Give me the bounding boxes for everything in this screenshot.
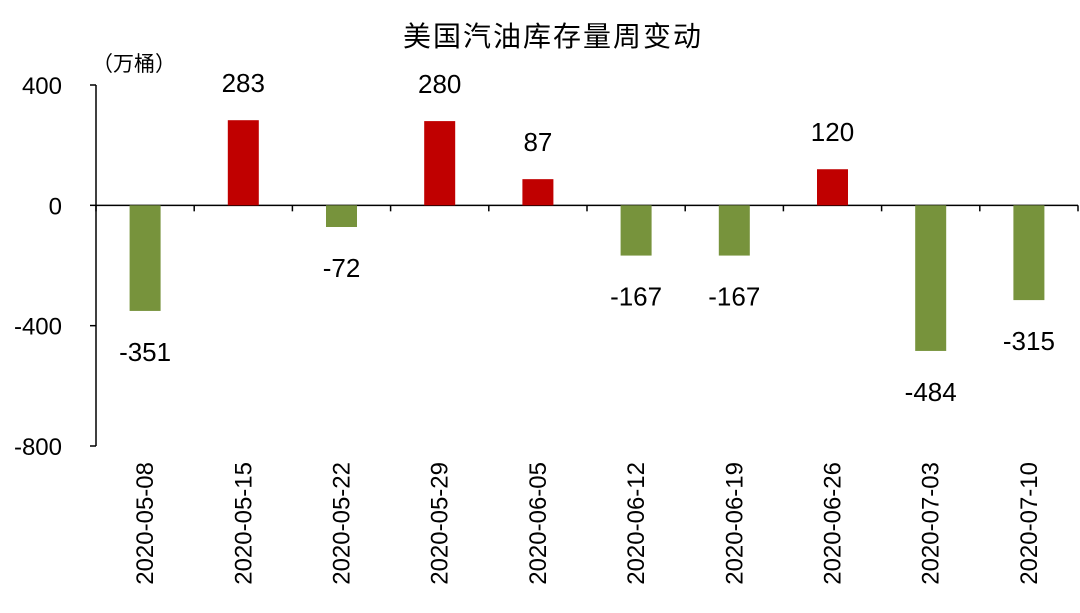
x-tick-label: 2020-06-12: [623, 462, 650, 585]
bar-2020-06-05: [522, 179, 554, 206]
bar-2020-05-22: [326, 205, 357, 227]
bar-2020-07-10: [1013, 205, 1045, 301]
x-tick-label: 2020-05-29: [427, 462, 454, 585]
bar-2020-05-29: [424, 121, 456, 206]
bar-2020-06-19: [718, 205, 750, 256]
data-label: 87: [523, 127, 552, 157]
data-label: 120: [811, 117, 854, 147]
data-label: 280: [418, 69, 461, 99]
data-label: -167: [610, 282, 662, 312]
x-tick-label: 2020-07-10: [1016, 462, 1043, 585]
x-tick-label: 2020-06-19: [721, 462, 748, 585]
x-tick-label: 2020-07-03: [918, 462, 945, 585]
data-label: 283: [222, 68, 265, 98]
y-tick-label: -800: [14, 434, 62, 461]
y-unit-label: （万桶）: [92, 52, 176, 76]
data-label: -167: [708, 282, 760, 312]
x-tick-label: 2020-06-05: [525, 462, 552, 585]
y-axis-ticks: 400 0 -400 -800: [14, 73, 62, 461]
bar-2020-05-15: [227, 120, 259, 206]
bar-2020-07-03: [915, 205, 947, 351]
x-tick-label: 2020-05-08: [132, 462, 159, 585]
data-label: -315: [1003, 326, 1055, 356]
x-tick-label: 2020-06-26: [820, 462, 847, 585]
data-labels: -351 283 -72 280 87 -167 -167 120 -484 -315: [119, 68, 1055, 407]
y-tick-label: 0: [49, 193, 62, 220]
x-tick-label: 2020-05-22: [329, 462, 356, 585]
chart-title: 美国汽油库存量周变动: [403, 20, 703, 53]
y-tick-label: -400: [14, 314, 62, 341]
data-label: -351: [119, 337, 171, 367]
x-tick-label: 2020-05-15: [230, 462, 257, 585]
bar-2020-05-08: [129, 205, 161, 311]
axes: [90, 84, 1079, 447]
bar-2020-06-26: [817, 169, 848, 206]
bars: [129, 120, 1045, 351]
data-label: -72: [323, 253, 361, 283]
bar-2020-06-12: [620, 205, 652, 256]
y-tick-label: 400: [22, 73, 62, 100]
data-label: -484: [905, 377, 957, 407]
x-axis-ticks: 2020-05-08 2020-05-15 2020-05-22 2020-05-29…: [132, 462, 1043, 585]
